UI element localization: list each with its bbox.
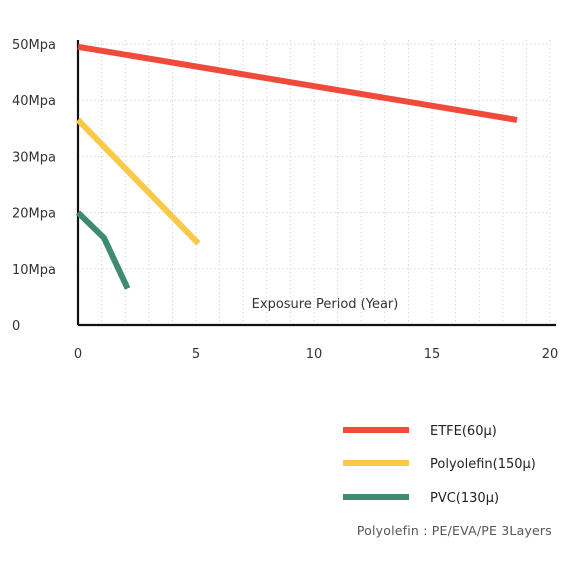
x-tick-label: 20 xyxy=(542,347,559,362)
axes xyxy=(76,40,556,327)
x-tick-label: 10 xyxy=(306,347,323,362)
y-tick-label: 40Mpa xyxy=(12,94,56,109)
series-lines xyxy=(75,43,518,290)
y-tick-label: 10Mpa xyxy=(12,263,56,278)
legend-label: Polyolefin(150μ) xyxy=(430,457,536,472)
y-tick-label: 20Mpa xyxy=(12,207,56,222)
x-tick-label: 0 xyxy=(74,347,82,362)
composition-note: Polyolefin : PE/EVA/PE 3Layers xyxy=(357,523,552,538)
grid xyxy=(78,40,551,325)
x-tick-label: 5 xyxy=(192,347,200,362)
y-tick-label: 30Mpa xyxy=(12,150,56,165)
series-line-1 xyxy=(75,117,201,246)
legend-label: PVC(130μ) xyxy=(430,491,499,506)
x-tick-label: 15 xyxy=(424,347,441,362)
y-tick-labels: 0 10Mpa 20Mpa 30Mpa 40Mpa 50Mpa xyxy=(12,38,56,334)
legend: ETFE(60μ) Polyolefin(150μ) PVC(130μ) xyxy=(343,424,536,506)
y-tick-label: 50Mpa xyxy=(12,38,56,53)
series-line-0 xyxy=(77,43,518,123)
x-axis-title: Exposure Period (Year) xyxy=(252,297,399,312)
series-line-2 xyxy=(75,210,131,290)
y-tick-label: 0 xyxy=(12,319,20,334)
x-tick-labels: 0 5 10 15 20 xyxy=(74,347,558,362)
legend-label: ETFE(60μ) xyxy=(430,424,497,439)
